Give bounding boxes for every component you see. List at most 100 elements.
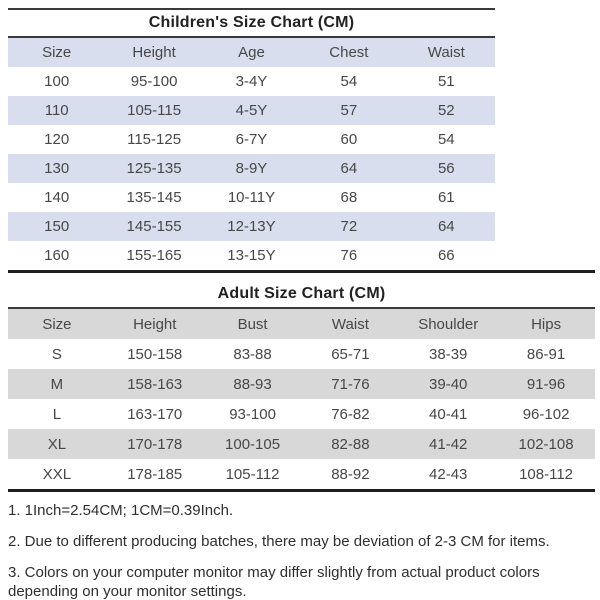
table-cell: 115-125 (127, 131, 182, 148)
table-cell: 3-4Y (235, 73, 268, 90)
header-cell: Hips (531, 315, 562, 333)
table-cell: 145-155 (126, 218, 182, 235)
table-cell: 65-71 (331, 345, 370, 363)
table-cell: 95-100 (130, 73, 178, 90)
table-cell: XXL (42, 465, 72, 483)
table-cell: XL (47, 435, 67, 453)
table-cell: 105-112 (225, 465, 280, 483)
table-cell: 93-100 (229, 405, 276, 423)
table-cell: 125-135 (126, 160, 182, 177)
table-cell: 86-91 (526, 345, 566, 363)
header-cell: Shoulder (418, 315, 479, 333)
table-cell: 72 (340, 218, 358, 235)
table-cell: 178-185 (127, 465, 183, 483)
table-cell: 6-7Y (235, 131, 268, 148)
header-cell: Size (42, 44, 72, 61)
divider (8, 307, 595, 309)
header-cell: Waist (331, 315, 369, 333)
table-cell: 150 (44, 218, 70, 235)
section-divider (8, 489, 595, 492)
table-cell: 61 (437, 189, 455, 206)
table-cell: 10-11Y (227, 189, 276, 206)
table-cell: 66 (437, 247, 455, 264)
table-cell: 158-163 (127, 375, 183, 393)
header-row: Size Height Age Chest Waist (8, 38, 495, 67)
header-row: Size Height Bust Waist Shoulder Hips (8, 309, 595, 339)
table-cell: 57 (340, 102, 358, 119)
table-cell: 140 (44, 189, 70, 206)
table-row: S 150-158 83-88 65-71 38-39 86-91 (8, 339, 595, 369)
adult-size-chart-section: Adult Size Chart (CM) Size Height Bust W… (8, 281, 600, 489)
table-row: 110 105-115 4-5Y 57 52 (8, 96, 495, 125)
table-cell: 41-42 (429, 435, 468, 453)
header-cell: Height (133, 315, 177, 333)
table-row: XXL 178-185 105-112 88-92 42-43 108-112 (8, 459, 595, 489)
table-cell: 8-9Y (235, 160, 268, 177)
header-cell: Bust (237, 315, 268, 333)
table-cell: S (51, 345, 62, 363)
table-cell: 71-76 (331, 375, 370, 393)
note-item: 2. Due to different producing batches, t… (8, 532, 550, 550)
table-cell: 4-5Y (235, 102, 268, 119)
table-cell: 120 (44, 131, 70, 148)
table-cell: 54 (340, 73, 358, 90)
notes: 1. 1Inch=2.54CM; 1CM=0.39Inch. 2. Due to… (8, 501, 594, 600)
table-cell: 38-39 (429, 345, 468, 363)
header-cell: Age (238, 44, 265, 61)
table-cell: 68 (340, 189, 358, 206)
table-row: 130 125-135 8-9Y 64 56 (8, 154, 495, 183)
table-cell: M (50, 375, 64, 393)
adult-size-table: Size Height Bust Waist Shoulder Hips S 1… (8, 309, 595, 489)
table-cell: L (52, 405, 62, 423)
table-row: L 163-170 93-100 76-82 40-41 96-102 (8, 399, 595, 429)
table-cell: 76-82 (331, 405, 370, 423)
children-size-chart-section: Children's Size Chart (CM) Size Height A… (8, 8, 600, 270)
table-cell: 52 (437, 102, 455, 119)
header-cell: Waist (427, 44, 465, 61)
table-row: 140 135-145 10-11Y 68 61 (8, 183, 495, 212)
divider (8, 8, 495, 10)
table-cell: 76 (340, 247, 358, 264)
table-cell: 105-115 (127, 102, 182, 119)
header-cell: Chest (329, 44, 369, 61)
header-cell: Size (42, 315, 72, 333)
table-cell: 91-96 (526, 375, 566, 393)
table-cell: 160 (44, 247, 70, 264)
table-cell: 12-13Y (227, 218, 276, 235)
header-cell: Height (132, 44, 176, 61)
table-row: 120 115-125 6-7Y 60 54 (8, 125, 495, 154)
table-cell: 135-145 (126, 189, 182, 206)
table-cell: 108-112 (519, 465, 574, 483)
table-cell: 60 (340, 131, 358, 148)
children-size-table: Size Height Age Chest Waist 100 95-100 3… (8, 38, 495, 270)
table-cell: 51 (437, 73, 455, 90)
table-cell: 42-43 (429, 465, 468, 483)
children-chart-title: Children's Size Chart (CM) (148, 14, 355, 31)
table-cell: 100 (44, 73, 70, 90)
table-cell: 155-165 (126, 247, 182, 264)
note-item: 3. Colors on your computer monitor may d… (8, 563, 540, 600)
section-divider (8, 270, 595, 273)
table-cell: 64 (437, 218, 455, 235)
table-cell: 163-170 (127, 405, 183, 423)
table-cell: 64 (340, 160, 358, 177)
table-cell: 40-41 (429, 405, 468, 423)
table-cell: 39-40 (429, 375, 468, 393)
adult-chart-title: Adult Size Chart (CM) (217, 285, 386, 302)
table-cell: 96-102 (522, 405, 570, 423)
table-row: 160 155-165 13-15Y 76 66 (8, 241, 495, 270)
note-item: 1. 1Inch=2.54CM; 1CM=0.39Inch. (8, 502, 234, 519)
table-cell: 83-88 (233, 345, 272, 363)
table-cell: 54 (437, 131, 455, 148)
table-cell: 102-108 (518, 435, 574, 453)
table-row: XL 170-178 100-105 82-88 41-42 102-108 (8, 429, 595, 459)
table-cell: 56 (437, 160, 455, 177)
table-cell: 110 (44, 102, 69, 119)
table-cell: 88-93 (233, 375, 272, 393)
table-cell: 100-105 (225, 435, 281, 453)
table-cell: 82-88 (331, 435, 370, 453)
divider (8, 36, 495, 38)
table-row: 150 145-155 12-13Y 72 64 (8, 212, 495, 241)
table-row: 100 95-100 3-4Y 54 51 (8, 67, 495, 96)
